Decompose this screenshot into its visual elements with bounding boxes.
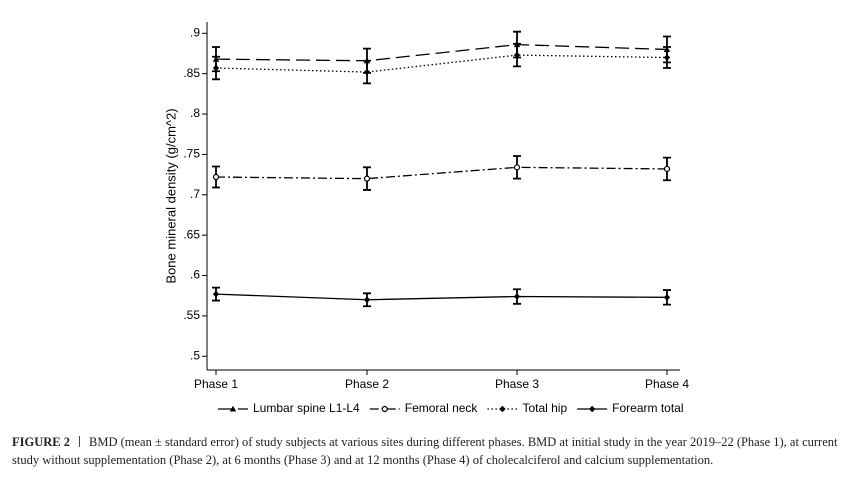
y-tick-label: .7	[190, 187, 200, 201]
marker	[381, 405, 388, 413]
x-tick-label: Phase 4	[645, 377, 689, 391]
x-tick-label: Phase 1	[194, 377, 238, 391]
separator	[79, 436, 80, 447]
y-tick-label: .8	[190, 106, 200, 120]
marker	[229, 405, 237, 412]
marker	[212, 290, 220, 298]
marker	[663, 165, 671, 173]
y-tick-label: .5	[190, 348, 200, 362]
y-tick-label: .9	[190, 25, 200, 39]
marker	[499, 405, 506, 413]
chart: Bone mineral density (g/cm^2) .5 .55 .6 .65…	[163, 22, 689, 415]
y-axis-title: Bone mineral density (g/cm^2)	[163, 108, 178, 283]
marker	[212, 173, 220, 181]
series-line	[215, 54, 668, 73]
marker	[513, 164, 521, 171]
marker	[588, 405, 596, 413]
y-tick-label: .65	[183, 227, 200, 241]
series-line	[215, 43, 668, 62]
x-tick-label: Phase 2	[345, 377, 389, 391]
x-tick-label: Phase 3	[495, 377, 539, 391]
marker	[363, 68, 371, 76]
series-line	[215, 293, 668, 301]
caption: FIGURE 2 BMD (mean ± standard error) of s…	[12, 433, 838, 469]
marker	[663, 54, 671, 61]
caption-text: BMD (mean ± standard error) of study sub…	[12, 435, 838, 467]
y-tick-label: .6	[190, 268, 200, 282]
legend-label: Lumbar spine L1-L4	[253, 401, 360, 415]
legend-label: Total hip	[522, 401, 567, 415]
marker	[663, 294, 671, 301]
y-tick-label: .85	[183, 66, 200, 80]
marker	[513, 51, 521, 59]
y-tick-label: .75	[183, 147, 200, 161]
marker	[363, 175, 371, 182]
y-tick-label: .55	[183, 308, 200, 322]
figure-label: FIGURE 2	[12, 435, 70, 449]
series-line	[215, 166, 668, 180]
legend-label: Femoral neck	[405, 401, 479, 415]
marker	[363, 296, 371, 303]
marker	[212, 64, 220, 72]
marker	[513, 293, 521, 300]
legend-label: Forearm total	[612, 401, 683, 415]
